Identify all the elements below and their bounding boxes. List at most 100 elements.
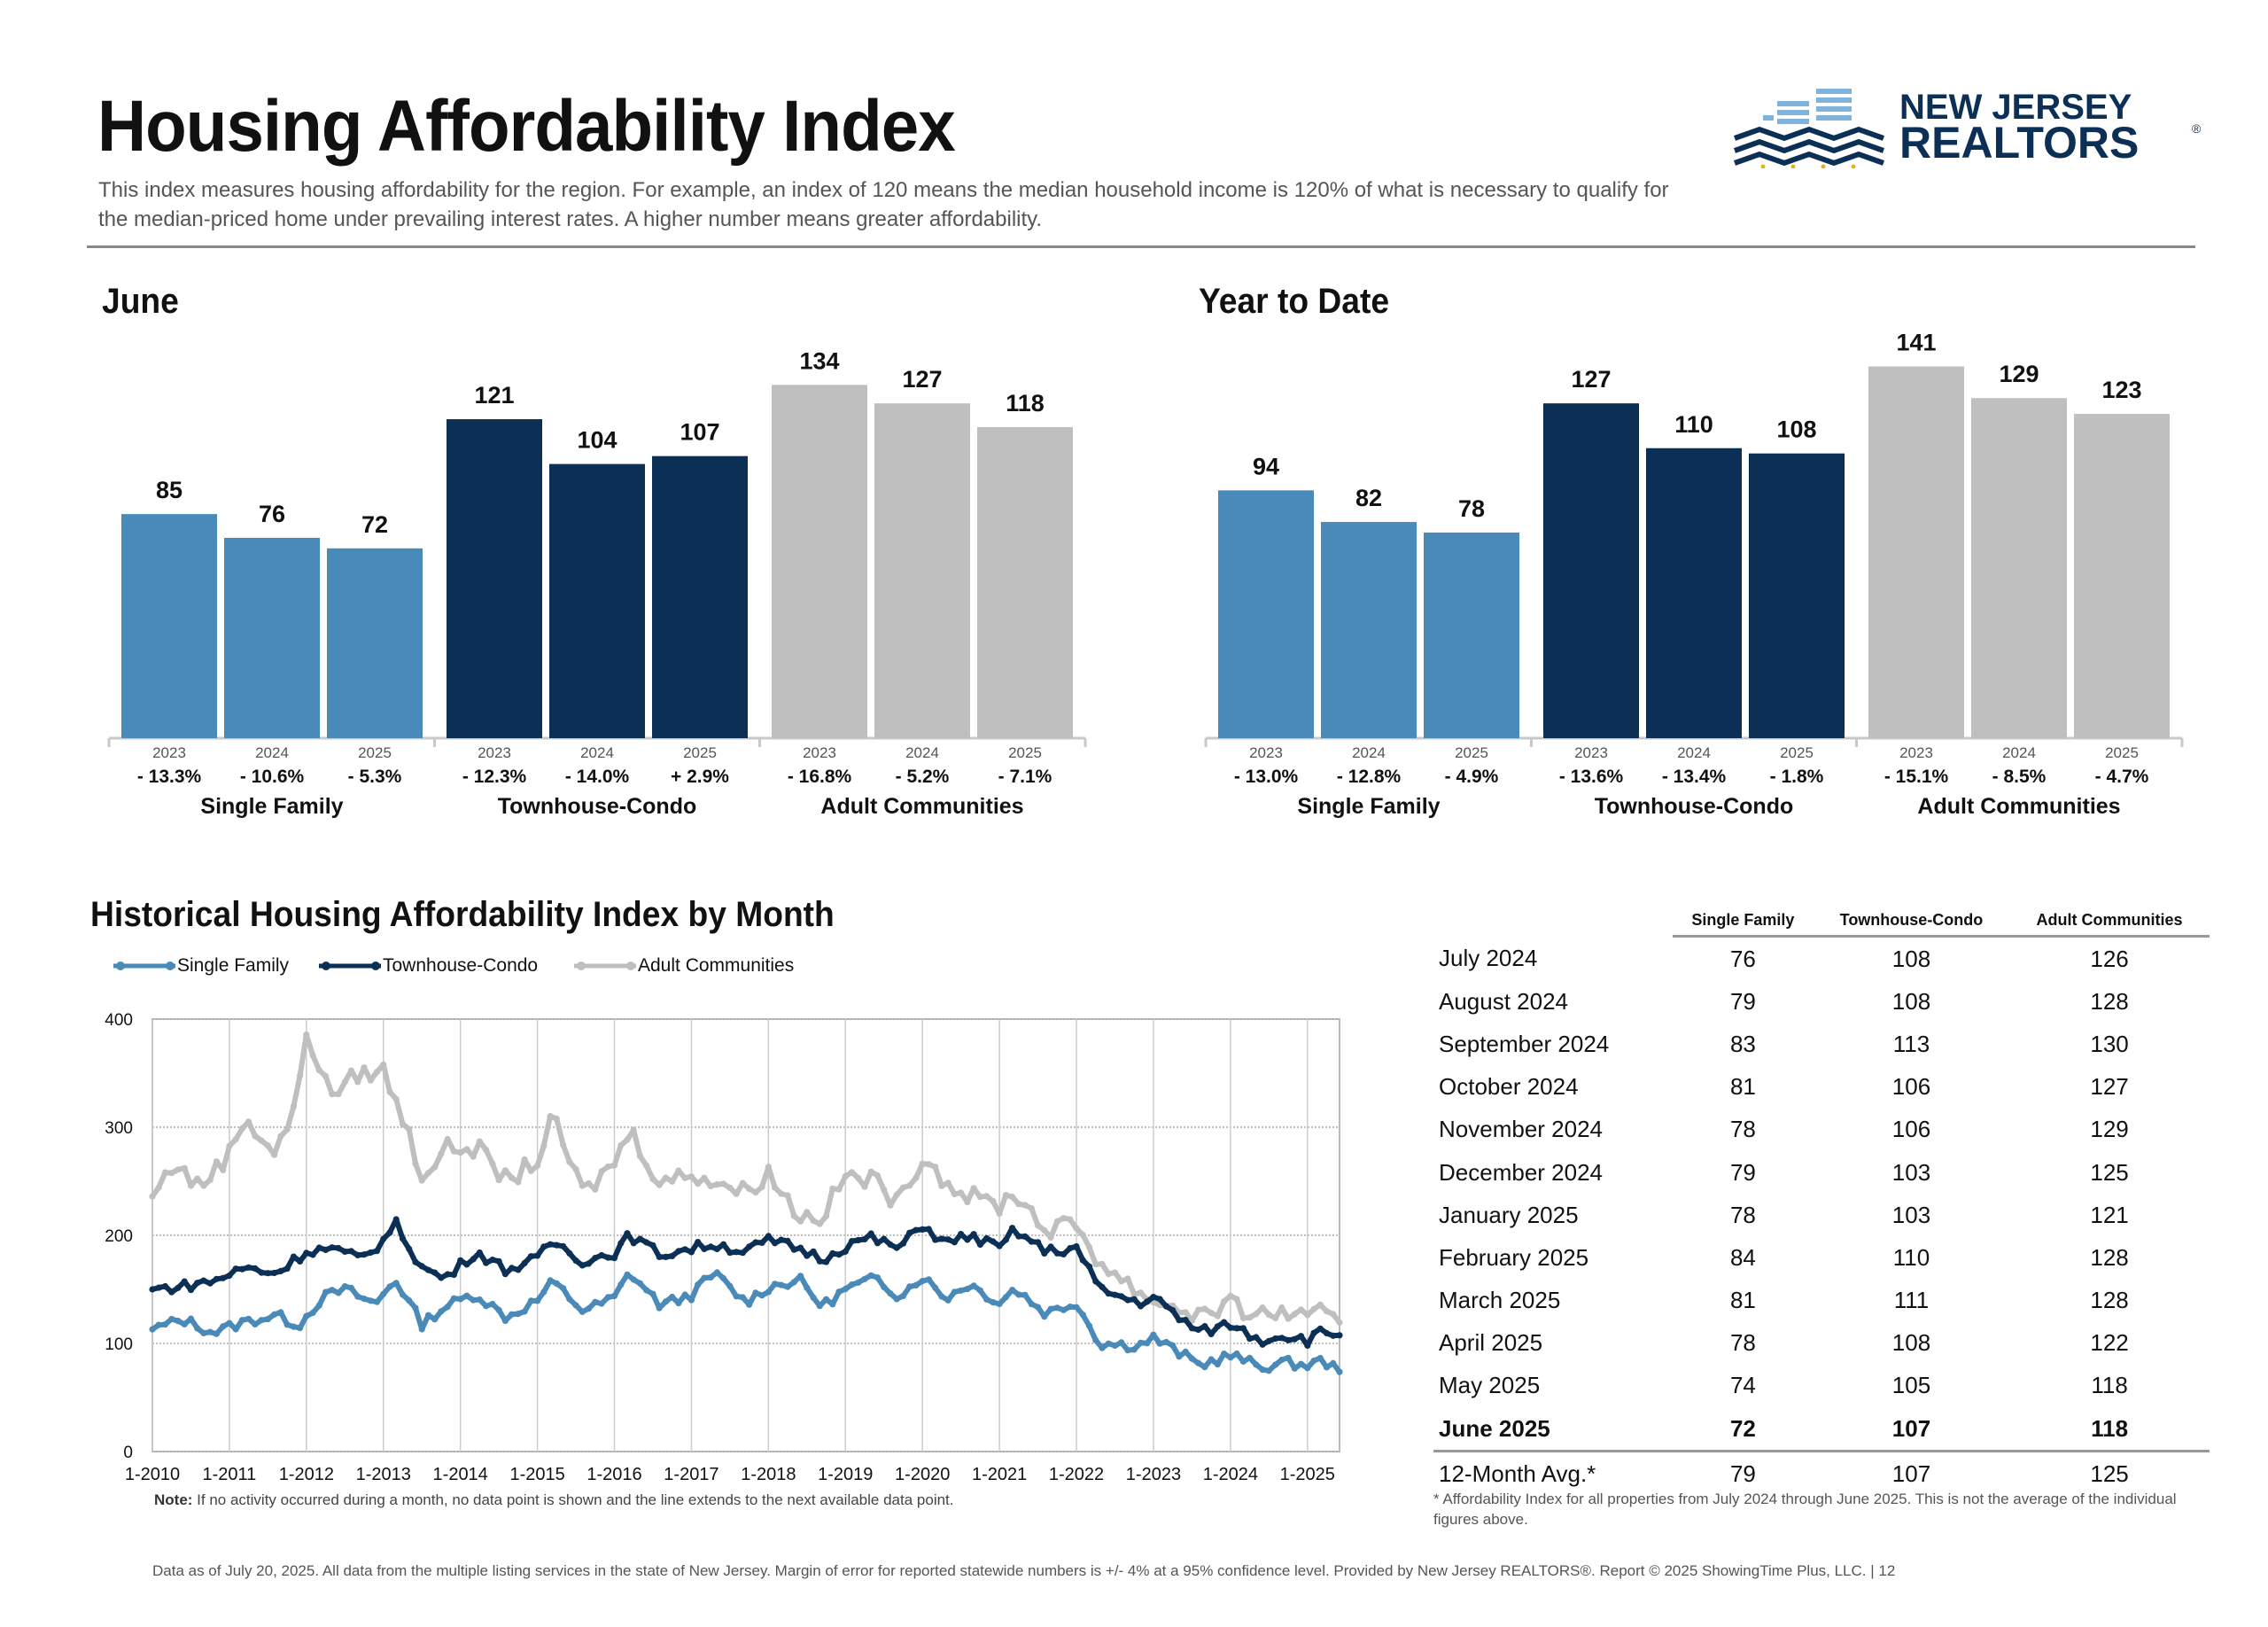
table-cell-townhouse-condo: 103 — [1891, 1158, 1931, 1186]
series-point — [521, 1156, 528, 1163]
table-row: June 2025 72 107 118 — [1433, 1407, 2210, 1453]
bar-townhouse-condo-2024 — [1646, 448, 1742, 738]
series-point — [297, 1257, 304, 1265]
series-point — [297, 1072, 304, 1079]
bar-change-label: - 5.3% — [348, 767, 402, 787]
table-cell-adult-communities: 127 — [2090, 1073, 2129, 1101]
series-point — [598, 1168, 605, 1175]
bar-year-label: 2025 — [358, 744, 392, 761]
series-point — [610, 1162, 618, 1169]
table-cell-single-family: 83 — [1729, 1030, 1756, 1057]
bar-townhouse-condo-2025 — [1749, 453, 1845, 738]
series-point — [656, 1304, 663, 1312]
series-point — [245, 1264, 252, 1271]
series-point — [483, 1303, 490, 1310]
series-point — [758, 1292, 765, 1299]
series-point — [252, 1320, 259, 1328]
series-point — [1176, 1317, 1183, 1324]
series-point — [1073, 1242, 1080, 1250]
table-cell-townhouse-condo: 105 — [1891, 1372, 1931, 1399]
series-point — [713, 1181, 721, 1188]
series-point — [206, 1176, 214, 1183]
series-point — [1310, 1329, 1317, 1336]
series-point — [1111, 1342, 1119, 1350]
series-point — [322, 1288, 330, 1296]
series-point — [232, 1326, 239, 1333]
series-point — [553, 1115, 560, 1123]
series-point — [1336, 1319, 1343, 1326]
series-point — [579, 1262, 586, 1269]
series-point — [572, 1302, 579, 1309]
table-row-label: December 2024 — [1439, 1158, 1603, 1186]
series-point — [322, 1072, 330, 1079]
series-point — [220, 1323, 227, 1330]
series-point — [1201, 1364, 1208, 1371]
series-point — [1053, 1249, 1060, 1257]
series-point — [155, 1184, 162, 1191]
series-point — [354, 1293, 361, 1300]
series-point — [617, 1240, 625, 1247]
table-cell-single-family: 81 — [1729, 1287, 1756, 1314]
series-point — [695, 1239, 702, 1246]
bar-townhouse-condo-2025 — [652, 455, 748, 738]
series-point — [790, 1212, 797, 1219]
table-cell-townhouse-condo: 107 — [1813, 1407, 2010, 1453]
series-point — [175, 1166, 182, 1173]
bar-value-label: 123 — [2101, 377, 2141, 403]
bar-value-label: 127 — [1571, 366, 1611, 393]
series-point — [297, 1325, 304, 1332]
series-point — [855, 1279, 862, 1286]
series-point — [835, 1251, 843, 1258]
series-point — [1214, 1361, 1221, 1368]
series-point — [1092, 1278, 1099, 1285]
table-row-label: August 2024 — [1439, 987, 1569, 1015]
series-point — [784, 1237, 791, 1244]
series-point — [643, 1239, 650, 1246]
table-row-label: June 2025 — [1433, 1407, 1673, 1453]
series-point — [258, 1269, 265, 1276]
series-point — [329, 1091, 336, 1098]
table-cell-adult-communities: 118 — [2009, 1407, 2210, 1453]
table-row-label: 12-Month Avg.* — [1439, 1460, 1596, 1487]
series-point — [463, 1146, 470, 1153]
series-point — [1041, 1313, 1048, 1320]
series-point — [881, 1187, 888, 1194]
series-point — [1130, 1291, 1138, 1298]
series-point — [161, 1169, 169, 1176]
series-point — [226, 1272, 233, 1280]
series-point — [1118, 1293, 1125, 1300]
series-point — [996, 1300, 1003, 1307]
series-point — [1182, 1309, 1189, 1316]
series-point — [450, 1271, 457, 1279]
series-point — [161, 1321, 169, 1328]
series-point — [976, 1194, 983, 1201]
series-point — [669, 1293, 676, 1301]
series-point — [990, 1299, 997, 1306]
series-point — [347, 1248, 355, 1255]
bar-value-label: 72 — [361, 511, 388, 538]
series-point — [315, 1244, 322, 1251]
chart-note-label: Note: — [154, 1491, 193, 1508]
legend-label-townhouse-condo: Townhouse-Condo — [383, 955, 539, 976]
bar-change-label: - 13.0% — [1234, 767, 1299, 787]
series-point — [1317, 1354, 1324, 1362]
bar-single-family-2023 — [1218, 490, 1314, 738]
monthly-index-table-grid: Single Family Townhouse-Condo Adult Comm… — [1433, 911, 2210, 1495]
series-point — [951, 1190, 958, 1198]
series-point — [944, 1296, 951, 1304]
series-point — [739, 1249, 747, 1257]
series-point — [1085, 1263, 1093, 1270]
monthly-index-table: Single Family Townhouse-Condo Adult Comm… — [1433, 911, 2210, 1495]
series-point — [1092, 1261, 1099, 1268]
series-point — [1130, 1346, 1138, 1353]
series-point — [155, 1321, 162, 1328]
series-point — [1130, 1296, 1138, 1303]
series-point — [726, 1184, 734, 1191]
series-point — [996, 1242, 1003, 1249]
legend-label-single-family: Single Family — [177, 955, 290, 976]
series-point — [701, 1245, 708, 1252]
series-point — [906, 1182, 913, 1189]
page-footer: Data as of July 20, 2025. All data from … — [152, 1562, 1896, 1579]
bar-group-label: Single Family — [1297, 794, 1440, 819]
series-point — [990, 1198, 997, 1205]
